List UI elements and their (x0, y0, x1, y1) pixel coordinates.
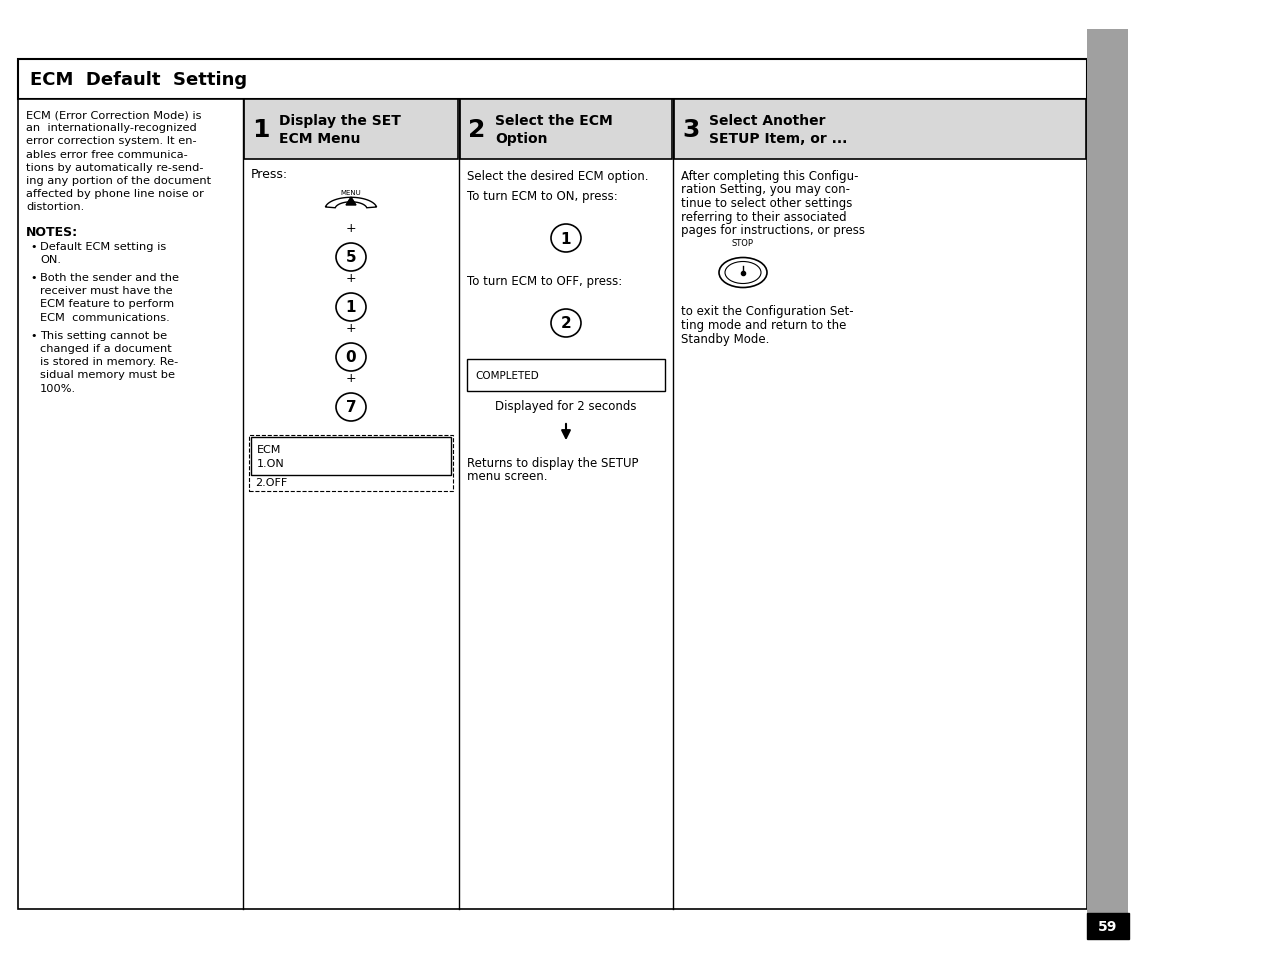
Text: 1: 1 (345, 300, 357, 315)
Text: ECM  communications.: ECM communications. (41, 313, 170, 322)
Text: •: • (30, 241, 37, 252)
Text: •: • (30, 273, 37, 283)
FancyBboxPatch shape (18, 100, 1088, 909)
Ellipse shape (551, 225, 581, 253)
Text: 2: 2 (561, 316, 571, 331)
Text: 1.ON: 1.ON (258, 458, 284, 469)
Text: ECM Menu: ECM Menu (279, 132, 360, 146)
Text: Default ECM setting is: Default ECM setting is (41, 241, 166, 252)
Ellipse shape (336, 394, 365, 421)
Text: to exit the Configuration Set-: to exit the Configuration Set- (681, 305, 854, 318)
Text: Select the ECM: Select the ECM (495, 113, 613, 128)
Text: 1: 1 (253, 118, 270, 142)
Text: 1: 1 (561, 232, 571, 246)
Text: Select Another: Select Another (709, 113, 826, 128)
Text: an  internationally-recognized: an internationally-recognized (25, 123, 197, 133)
FancyBboxPatch shape (1088, 913, 1129, 939)
Polygon shape (346, 198, 357, 206)
Text: To turn ECM to OFF, press:: To turn ECM to OFF, press: (467, 274, 622, 288)
FancyBboxPatch shape (18, 60, 1088, 100)
Text: COMPLETED: COMPLETED (475, 371, 539, 380)
FancyBboxPatch shape (244, 100, 458, 160)
Ellipse shape (336, 294, 365, 322)
Text: ECM: ECM (258, 444, 282, 455)
Text: error correction system. It en-: error correction system. It en- (25, 136, 197, 146)
Polygon shape (325, 198, 377, 209)
Text: Press:: Press: (251, 168, 288, 181)
Text: tions by automatically re-send-: tions by automatically re-send- (25, 163, 203, 172)
Text: 2.OFF: 2.OFF (255, 477, 287, 488)
Text: 2: 2 (468, 118, 486, 142)
Text: ECM  Default  Setting: ECM Default Setting (30, 71, 247, 89)
Text: 7: 7 (345, 400, 357, 416)
Text: ECM feature to perform: ECM feature to perform (41, 299, 174, 309)
Text: +: + (345, 221, 357, 234)
Text: referring to their associated: referring to their associated (681, 211, 846, 223)
Text: receiver must have the: receiver must have the (41, 286, 173, 295)
Ellipse shape (336, 344, 365, 372)
Text: +: + (345, 321, 357, 335)
Text: 5: 5 (345, 251, 357, 265)
Text: Both the sender and the: Both the sender and the (41, 273, 179, 283)
Text: Display the SET: Display the SET (279, 113, 401, 128)
Text: Returns to display the SETUP: Returns to display the SETUP (467, 456, 638, 470)
Text: MENU: MENU (340, 190, 362, 196)
FancyBboxPatch shape (467, 359, 665, 392)
Text: To turn ECM to ON, press:: To turn ECM to ON, press: (467, 190, 618, 203)
Text: ON.: ON. (41, 254, 61, 265)
Text: Option: Option (495, 132, 547, 146)
Text: +: + (345, 371, 357, 384)
FancyBboxPatch shape (251, 437, 450, 476)
FancyBboxPatch shape (459, 100, 673, 160)
Text: is stored in memory. Re-: is stored in memory. Re- (41, 356, 178, 367)
Text: ration Setting, you may con-: ration Setting, you may con- (681, 183, 850, 196)
Text: sidual memory must be: sidual memory must be (41, 370, 175, 380)
Text: Displayed for 2 seconds: Displayed for 2 seconds (495, 399, 637, 413)
Text: affected by phone line noise or: affected by phone line noise or (25, 189, 204, 199)
FancyBboxPatch shape (1088, 30, 1128, 929)
Ellipse shape (336, 244, 365, 272)
Text: Standby Mode.: Standby Mode. (681, 333, 769, 345)
Text: menu screen.: menu screen. (467, 470, 547, 483)
Text: ting mode and return to the: ting mode and return to the (681, 318, 846, 332)
Text: +: + (345, 272, 357, 284)
Ellipse shape (725, 262, 761, 284)
Text: NOTES:: NOTES: (25, 225, 79, 238)
Text: 59: 59 (1098, 919, 1118, 933)
Text: distortion.: distortion. (25, 202, 84, 213)
Text: ing any portion of the document: ing any portion of the document (25, 175, 211, 186)
Text: 100%.: 100%. (41, 383, 76, 394)
Text: STOP: STOP (732, 238, 754, 247)
Text: •: • (30, 331, 37, 340)
FancyBboxPatch shape (674, 100, 1086, 160)
Ellipse shape (551, 310, 581, 337)
Text: 0: 0 (345, 350, 357, 365)
Text: Select the desired ECM option.: Select the desired ECM option. (467, 170, 648, 183)
Text: After completing this Configu-: After completing this Configu- (681, 170, 859, 183)
Text: pages for instructions, or press: pages for instructions, or press (681, 224, 865, 236)
Text: tinue to select other settings: tinue to select other settings (681, 196, 853, 210)
Text: SETUP Item, or ...: SETUP Item, or ... (709, 132, 848, 146)
Text: changed if a document: changed if a document (41, 344, 171, 354)
Text: This setting cannot be: This setting cannot be (41, 331, 168, 340)
Ellipse shape (720, 258, 766, 288)
Text: 3: 3 (683, 118, 699, 142)
Text: ables error free communica-: ables error free communica- (25, 150, 188, 159)
Text: ECM (Error Correction Mode) is: ECM (Error Correction Mode) is (25, 110, 202, 120)
